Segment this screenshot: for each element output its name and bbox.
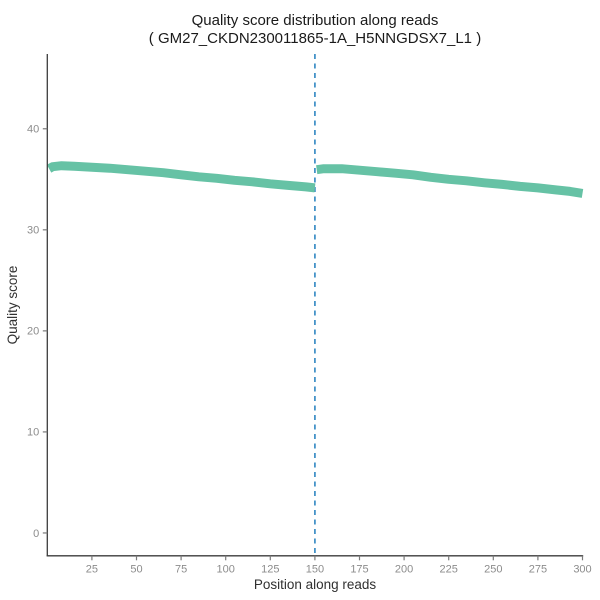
chart-subtitle: ( GM27_CKDN230011865-1A_H5NNGDSX7_L1 ) (148, 30, 482, 47)
y-axis-title: Quality score (5, 266, 20, 345)
x-tick-label: 75 (175, 563, 187, 575)
x-tick-label: 175 (350, 563, 368, 575)
quality-line-read-segment-2 (316, 164, 584, 198)
x-tick-label: 250 (484, 563, 502, 575)
quality-line-read-segment-1 (46, 161, 316, 193)
y-tick-label: 40 (27, 124, 39, 136)
x-axis-title: Position along reads (254, 577, 377, 592)
ticks-layer: 0 10 20 30 40 25 50 75 100 125 150 175 200 225 250 275 3… (27, 124, 592, 576)
x-tick-label: 300 (573, 563, 591, 575)
y-tick-label: 20 (27, 326, 39, 338)
y-tick-label: 30 (27, 225, 39, 237)
chart-title-block: Quality score distribution along reads (… (30, 12, 600, 48)
y-tick-label: 10 (27, 427, 39, 439)
x-tick-label: 25 (86, 563, 98, 575)
x-tick-label: 150 (306, 563, 324, 575)
y-tick-label: 0 (33, 528, 39, 540)
x-tick-label: 275 (529, 563, 547, 575)
x-tick-label: 200 (395, 563, 413, 575)
x-tick-label: 125 (261, 563, 279, 575)
series-lines-layer (46, 161, 584, 198)
x-tick-label: 50 (130, 563, 142, 575)
chart-title: Quality score distribution along reads (191, 12, 439, 29)
x-tick-label: 225 (440, 563, 458, 575)
x-tick-label: 100 (217, 563, 235, 575)
